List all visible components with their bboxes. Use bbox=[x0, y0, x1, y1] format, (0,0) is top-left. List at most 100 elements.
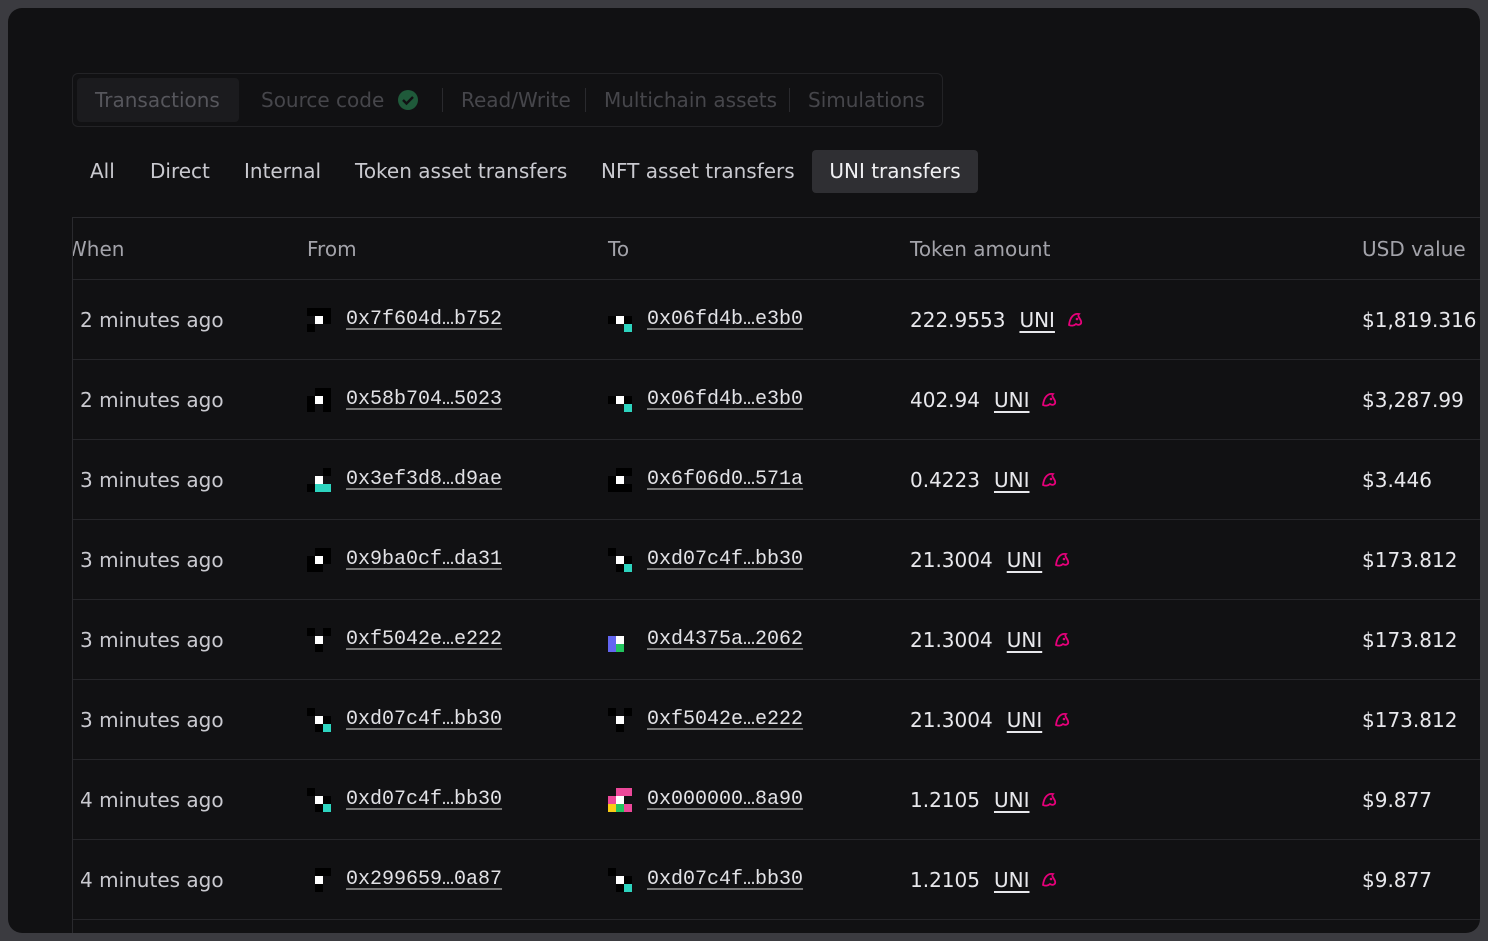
tab-bar: Transactions Source code Read/Write Multich… bbox=[72, 73, 943, 127]
token-amount: 402.94 bbox=[910, 388, 980, 412]
token-amount-cell: 1.2105 UNI bbox=[910, 788, 1059, 812]
token-logo bbox=[1055, 552, 1070, 567]
tab-separator bbox=[585, 88, 586, 112]
from-address[interactable]: 0xd07c4f…bb30 bbox=[346, 708, 503, 731]
tab[interactable]: Source code bbox=[261, 88, 385, 112]
usd-value: $9.877 bbox=[1362, 788, 1432, 812]
time-cell: 4 minutes ago bbox=[80, 868, 224, 892]
tab[interactable]: Transactions bbox=[95, 88, 220, 112]
column-header: When bbox=[72, 237, 125, 261]
from-address[interactable]: 0xd07c4f…bb30 bbox=[346, 788, 503, 811]
usd-value: $1,819.316 bbox=[1362, 308, 1477, 332]
token-amount-cell: 21.3004 UNI bbox=[910, 708, 1072, 732]
token-symbol[interactable]: UNI bbox=[993, 468, 1030, 492]
token-symbol[interactable]: UNI bbox=[1006, 628, 1043, 652]
address-identicon bbox=[608, 636, 624, 652]
from-address[interactable]: 0xf5042e…e222 bbox=[346, 628, 503, 651]
address-identicon bbox=[307, 788, 331, 812]
from-address[interactable]: 0x299659…0a87 bbox=[346, 868, 503, 891]
from-address[interactable]: 0x7f604d…b752 bbox=[346, 308, 503, 331]
token-symbol[interactable]: UNI bbox=[993, 788, 1030, 812]
to-address[interactable]: 0xf5042e…e222 bbox=[647, 708, 804, 731]
address-identicon bbox=[608, 868, 632, 892]
column-header: USD value bbox=[1362, 237, 1466, 261]
row-divider bbox=[73, 839, 1480, 840]
token-amount: 21.3004 bbox=[910, 628, 993, 652]
column-header: From bbox=[307, 237, 357, 261]
column-header: To bbox=[608, 237, 630, 261]
active-tab-bg bbox=[77, 78, 239, 122]
token-symbol[interactable]: UNI bbox=[1019, 308, 1055, 332]
row-divider bbox=[73, 599, 1480, 600]
address-identicon bbox=[608, 468, 632, 492]
address-identicon bbox=[608, 396, 632, 412]
token-amount-cell: 402.94 UNI bbox=[910, 388, 1059, 412]
to-address[interactable]: 0x6f06d0…571a bbox=[647, 468, 804, 491]
token-symbol[interactable]: UNI bbox=[1006, 548, 1043, 572]
tab[interactable]: Multichain assets bbox=[604, 88, 778, 112]
usd-value: $9.877 bbox=[1362, 868, 1432, 892]
to-address[interactable]: 0xd07c4f…bb30 bbox=[647, 868, 804, 891]
address-identicon bbox=[608, 788, 632, 812]
filter[interactable]: All bbox=[90, 159, 115, 183]
row-divider bbox=[73, 919, 1480, 920]
active-filter[interactable]: UNI transfers bbox=[812, 150, 978, 193]
verified-icon bbox=[398, 90, 418, 110]
address-identicon bbox=[608, 708, 632, 732]
time-cell: 3 minutes ago bbox=[80, 708, 224, 732]
usd-value: $3,287.99 bbox=[1362, 388, 1464, 412]
token-symbol[interactable]: UNI bbox=[1006, 708, 1043, 732]
token-amount: 21.3004 bbox=[910, 708, 993, 732]
token-amount: 222.9553 bbox=[910, 308, 1006, 332]
filter[interactable]: NFT asset transfers bbox=[601, 159, 795, 183]
time-cell: 3 minutes ago bbox=[80, 468, 224, 492]
token-logo bbox=[1042, 872, 1057, 887]
token-logo bbox=[1042, 472, 1057, 487]
row-divider bbox=[73, 519, 1480, 520]
token-logo bbox=[1067, 312, 1083, 327]
time-cell: 3 minutes ago bbox=[80, 628, 224, 652]
to-address[interactable]: 0x06fd4b…e3b0 bbox=[647, 308, 804, 331]
time-cell: 2 minutes ago bbox=[80, 308, 224, 332]
filter[interactable]: Direct bbox=[150, 159, 210, 183]
token-logo bbox=[1055, 712, 1070, 727]
token-amount: 1.2105 bbox=[910, 868, 980, 892]
tab[interactable]: Simulations bbox=[808, 88, 925, 112]
address-identicon bbox=[307, 708, 331, 732]
address-identicon bbox=[307, 468, 331, 492]
row-divider bbox=[73, 679, 1480, 680]
usd-value: $173.812 bbox=[1362, 708, 1458, 732]
row-divider bbox=[73, 439, 1480, 440]
to-address[interactable]: 0x000000…8a90 bbox=[647, 788, 804, 811]
usd-value: $3.446 bbox=[1362, 468, 1432, 492]
token-amount-cell: 0.4223 UNI bbox=[910, 468, 1059, 492]
from-address[interactable]: 0x3ef3d8…d9ae bbox=[346, 468, 503, 491]
token-amount: 21.3004 bbox=[910, 548, 993, 572]
address-identicon bbox=[307, 388, 331, 412]
tab-separator bbox=[789, 88, 790, 112]
filter[interactable]: Token asset transfers bbox=[355, 159, 568, 183]
tab[interactable]: Read/Write bbox=[461, 88, 571, 112]
from-address[interactable]: 0x9ba0cf…da31 bbox=[346, 548, 503, 571]
to-address[interactable]: 0xd4375a…2062 bbox=[647, 628, 804, 651]
address-identicon bbox=[307, 628, 331, 652]
token-amount-cell: 21.3004 UNI bbox=[910, 548, 1072, 572]
token-amount-cell: 1.2105 UNI bbox=[910, 868, 1059, 892]
address-identicon bbox=[608, 316, 632, 332]
token-logo bbox=[1055, 632, 1070, 647]
column-header: Token amount bbox=[910, 237, 1051, 261]
address-identicon bbox=[307, 308, 331, 332]
window: Transactions Source code Read/Write Multich… bbox=[8, 8, 1480, 933]
to-address[interactable]: 0xd07c4f…bb30 bbox=[647, 548, 804, 571]
token-logo bbox=[1042, 392, 1057, 407]
tab-separator bbox=[442, 88, 443, 112]
token-amount-cell: 21.3004 UNI bbox=[910, 628, 1072, 652]
from-address[interactable]: 0x58b704…5023 bbox=[346, 388, 503, 411]
to-address[interactable]: 0x06fd4b…e3b0 bbox=[647, 388, 804, 411]
token-symbol[interactable]: UNI bbox=[993, 388, 1030, 412]
token-symbol[interactable]: UNI bbox=[993, 868, 1030, 892]
filter[interactable]: Internal bbox=[244, 159, 322, 183]
token-logo bbox=[1042, 792, 1057, 807]
time-cell: 3 minutes ago bbox=[80, 548, 224, 572]
